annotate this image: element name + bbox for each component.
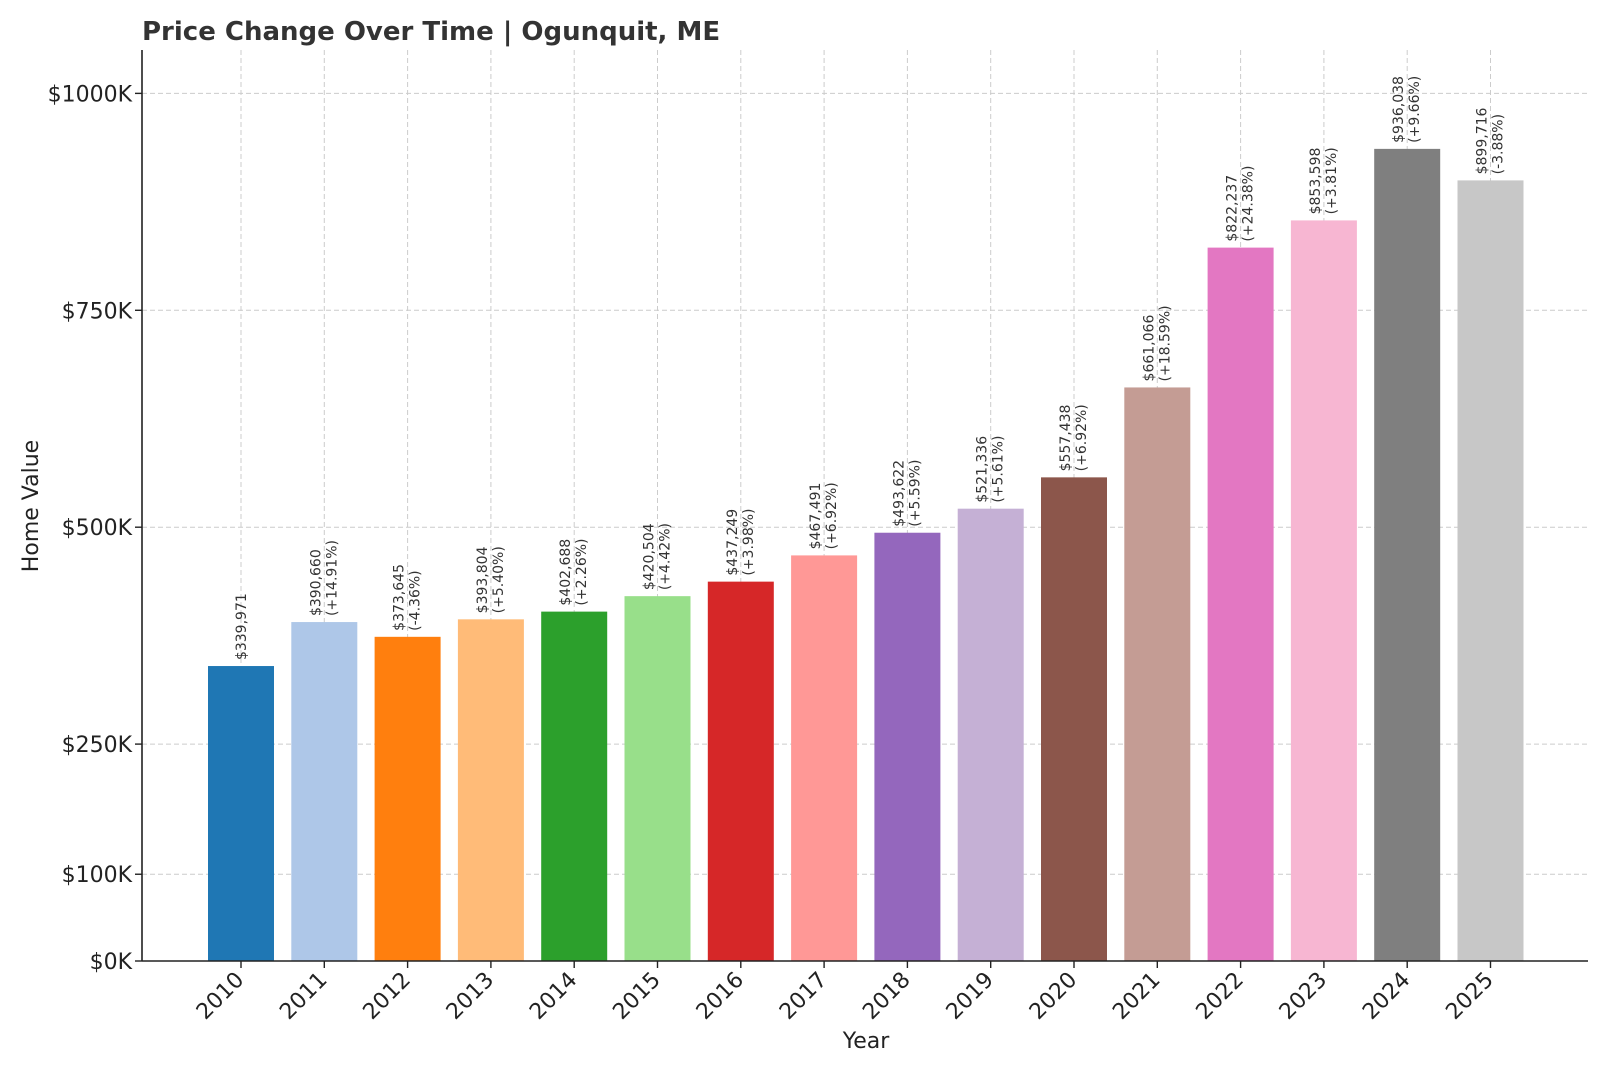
bar-2017 <box>791 555 858 961</box>
value-label: $936,038 <box>1391 76 1407 143</box>
bar-2025 <box>1457 180 1524 961</box>
value-label: $393,804 <box>475 546 491 613</box>
data-label-2025: $899,716 (-3.88%) <box>1475 107 1507 174</box>
data-label-2016: $437,249 (+3.98%) <box>725 508 757 575</box>
bar-2016 <box>707 581 774 961</box>
axes <box>141 50 1588 962</box>
value-label: $661,066 <box>1141 315 1157 382</box>
change-label: (+6.92%) <box>824 482 840 549</box>
x-ticks: 2010 2011 2012 2013 2014 2015 2016 2017 2018 2019… <box>192 961 1499 1025</box>
y-tick-label: $250K <box>62 733 133 758</box>
bar-2014 <box>541 611 608 961</box>
value-label: $402,688 <box>558 539 574 606</box>
value-label: $437,249 <box>725 509 741 576</box>
data-label-2014: $402,688 (+2.26%) <box>558 538 590 605</box>
x-axis-label: Year <box>842 1029 891 1054</box>
bar-2020 <box>1041 477 1107 961</box>
bar-2019 <box>957 508 1024 961</box>
change-label: (+4.42%) <box>658 523 674 590</box>
bar-2011 <box>291 622 358 961</box>
data-label-2024: $936,038 (+9.66%) <box>1391 76 1423 143</box>
y-axis-label: Home Value <box>19 440 44 572</box>
change-label: (+3.81%) <box>1324 147 1340 214</box>
change-label: (+5.59%) <box>907 460 923 527</box>
change-label: (+5.40%) <box>491 546 507 613</box>
gridlines <box>142 50 1588 961</box>
x-tick-label: 2025 <box>1441 968 1498 1025</box>
value-label: $420,504 <box>642 523 658 590</box>
value-label: $557,438 <box>1058 405 1074 472</box>
value-label: $390,660 <box>308 549 324 616</box>
data-label-2019: $521,336 (+5.61%) <box>975 436 1007 503</box>
bar-2018 <box>874 532 941 961</box>
y-tick-label: $0K <box>90 950 133 975</box>
change-label: (+5.61%) <box>991 436 1007 503</box>
x-tick-label: 2013 <box>442 968 499 1025</box>
change-label: (+2.26%) <box>574 538 590 605</box>
data-label-2017: $467,491 (+6.92%) <box>808 482 840 549</box>
bar-2024 <box>1374 148 1441 961</box>
x-tick-label: 2022 <box>1192 968 1249 1025</box>
y-tick-label: $1000K <box>48 82 133 107</box>
value-label: $521,336 <box>975 436 991 503</box>
x-tick-label: 2021 <box>1108 968 1165 1025</box>
x-tick-label: 2018 <box>858 968 915 1025</box>
change-label: (+9.66%) <box>1407 76 1423 143</box>
bars <box>208 148 1524 962</box>
bar-2010 <box>208 666 274 961</box>
value-label: $339,971 <box>234 593 250 660</box>
data-label-2015: $420,504 (+4.42%) <box>642 523 674 590</box>
data-label-2012: $373,645 (-4.36%) <box>392 564 424 631</box>
x-tick-label: 2011 <box>275 968 332 1025</box>
x-tick-label: 2016 <box>692 968 749 1025</box>
data-label-2010: $339,971 <box>234 593 250 660</box>
change-label: (+18.59%) <box>1157 305 1173 381</box>
data-label-2023: $853,598 (+3.81%) <box>1308 147 1340 214</box>
x-tick-label: 2012 <box>359 968 416 1025</box>
value-label: $373,645 <box>392 564 408 631</box>
chart-title: Price Change Over Time | Ogunquit, ME <box>142 17 720 47</box>
bar-2021 <box>1124 387 1191 961</box>
x-tick-label: 2017 <box>775 968 832 1025</box>
value-label: $853,598 <box>1308 148 1324 215</box>
change-label: (+6.92%) <box>1074 404 1090 471</box>
y-tick-label: $100K <box>62 863 133 888</box>
bar-2013 <box>457 619 524 961</box>
value-label: $822,237 <box>1225 175 1241 242</box>
change-label: (-3.88%) <box>1491 114 1507 174</box>
data-label-2011: $390,660 (+14.91%) <box>308 540 340 616</box>
y-tick-label: $750K <box>62 299 133 324</box>
x-tick-label: 2019 <box>942 968 999 1025</box>
value-label: $493,622 <box>891 460 907 527</box>
x-tick-label: 2023 <box>1275 968 1332 1025</box>
change-label: (-4.36%) <box>408 570 424 630</box>
change-label: (+24.38%) <box>1241 166 1257 242</box>
change-label: (+3.98%) <box>741 508 757 575</box>
y-ticks: $0K $100K $250K $500K $750K $1000K <box>48 82 142 975</box>
x-tick-label: 2010 <box>192 968 249 1025</box>
data-label-2022: $822,237 (+24.38%) <box>1225 166 1257 242</box>
bar-2012 <box>374 636 441 961</box>
value-label: $899,716 <box>1475 107 1491 174</box>
x-tick-label: 2020 <box>1025 968 1082 1025</box>
data-label-2013: $393,804 (+5.40%) <box>475 546 507 613</box>
data-label-2021: $661,066 (+18.59%) <box>1141 305 1173 381</box>
value-label: $467,491 <box>808 483 824 550</box>
change-label: (+14.91%) <box>324 540 340 616</box>
x-tick-label: 2024 <box>1358 968 1415 1025</box>
x-tick-label: 2015 <box>608 968 665 1025</box>
data-labels: $339,971 $390,660 (+14.91%) $373,645 (-4.36%… <box>234 76 1507 660</box>
bar-2015 <box>624 596 691 961</box>
data-label-2020: $557,438 (+6.92%) <box>1058 404 1090 471</box>
data-label-2018: $493,622 (+5.59%) <box>891 460 923 527</box>
bar-2023 <box>1290 220 1357 962</box>
x-tick-label: 2014 <box>525 968 582 1025</box>
y-tick-label: $500K <box>62 516 133 541</box>
bar-2022 <box>1207 247 1274 961</box>
